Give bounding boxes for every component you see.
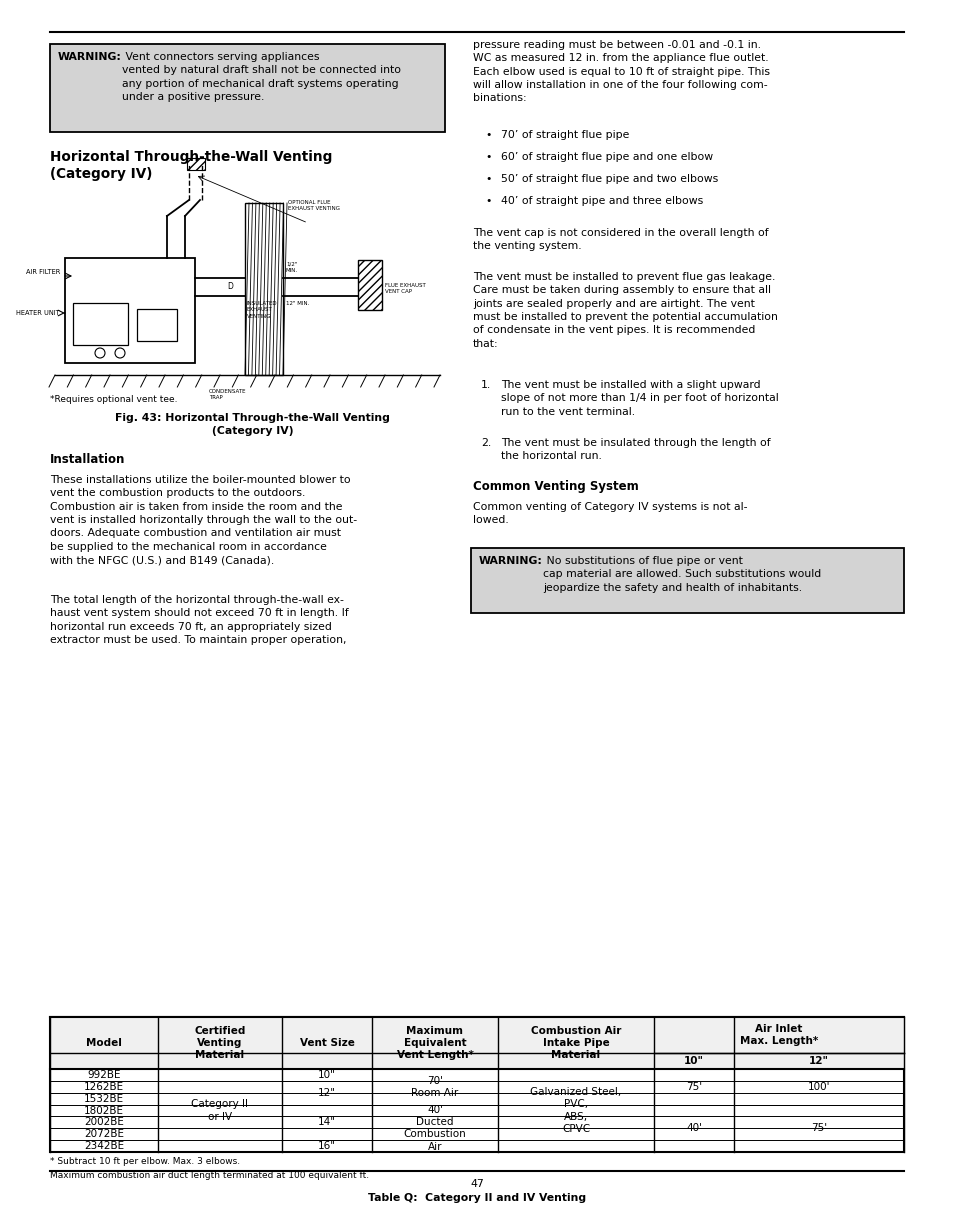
Text: AIR FILTER: AIR FILTER — [26, 269, 60, 275]
Text: INSULATED
EXHAUST
VENTING: INSULATED EXHAUST VENTING — [247, 301, 277, 319]
Text: Common Venting System: Common Venting System — [473, 480, 639, 493]
Text: 10": 10" — [317, 1070, 335, 1080]
Bar — [50, 1017, 903, 1069]
Text: 40': 40' — [685, 1123, 701, 1134]
Text: 14": 14" — [317, 1118, 335, 1128]
Text: •: • — [484, 130, 491, 140]
Text: 1/2"
MIN.: 1/2" MIN. — [286, 261, 297, 272]
Text: D: D — [227, 282, 233, 291]
Bar — [73, 303, 128, 345]
Text: 12" MIN.: 12" MIN. — [286, 301, 309, 306]
Text: 2342BE: 2342BE — [84, 1141, 124, 1151]
Text: pressure reading must be between -0.01 and -0.1 in.
WC as measured 12 in. from t: pressure reading must be between -0.01 a… — [473, 40, 769, 103]
Text: Category II
or IV: Category II or IV — [192, 1099, 248, 1121]
Text: Combustion Air
Intake Pipe
Material: Combustion Air Intake Pipe Material — [530, 1026, 620, 1060]
Text: 1802BE: 1802BE — [84, 1106, 124, 1115]
Text: Horizontal Through-the-Wall Venting
(Category IV): Horizontal Through-the-Wall Venting (Cat… — [50, 150, 332, 182]
Text: The vent must be installed to prevent flue gas leakage.
Care must be taken durin: The vent must be installed to prevent fl… — [473, 272, 777, 348]
Text: Air Inlet
Max. Length*: Air Inlet Max. Length* — [740, 1023, 818, 1047]
Bar — [357, 260, 381, 310]
Text: 1262BE: 1262BE — [84, 1082, 124, 1092]
Bar — [65, 258, 194, 363]
Text: Maximum combustion air duct length terminated at 100 equivalent ft.: Maximum combustion air duct length termi… — [50, 1171, 369, 1180]
Text: 40’ of straight pipe and three elbows: 40’ of straight pipe and three elbows — [500, 196, 702, 206]
Text: Fig. 43: Horizontal Through-the-Wall Venting
(Category IV): Fig. 43: Horizontal Through-the-Wall Ven… — [115, 413, 390, 437]
Bar — [50, 44, 444, 133]
Text: 10": 10" — [683, 1056, 703, 1066]
Text: These installations utilize the boiler-mounted blower to
vent the combustion pro: These installations utilize the boiler-m… — [50, 475, 356, 566]
Text: 12": 12" — [317, 1087, 335, 1098]
Text: 75': 75' — [685, 1082, 701, 1092]
Text: 47: 47 — [470, 1179, 483, 1189]
Text: 75': 75' — [810, 1123, 826, 1134]
Text: 2002BE: 2002BE — [84, 1118, 124, 1128]
Text: 992BE: 992BE — [87, 1070, 121, 1080]
Text: 60’ of straight flue pipe and one elbow: 60’ of straight flue pipe and one elbow — [500, 152, 713, 162]
Text: The vent must be insulated through the length of
the horizontal run.: The vent must be insulated through the l… — [500, 438, 770, 461]
Text: WARNING:: WARNING: — [58, 52, 122, 63]
Text: Common venting of Category IV systems is not al-
lowed.: Common venting of Category IV systems is… — [473, 502, 747, 525]
Text: 70'
Room Air: 70' Room Air — [411, 1076, 458, 1098]
Text: Vent Size: Vent Size — [299, 1038, 355, 1048]
Text: •: • — [484, 196, 491, 206]
Text: OPTIONAL FLUE
EXHAUST VENTING: OPTIONAL FLUE EXHAUST VENTING — [288, 200, 339, 211]
Text: 70’ of straight flue pipe: 70’ of straight flue pipe — [500, 130, 629, 140]
Text: •: • — [484, 152, 491, 162]
Bar — [50, 1017, 903, 1152]
Text: Certified
Venting
Material: Certified Venting Material — [194, 1026, 246, 1060]
Text: 16": 16" — [317, 1141, 335, 1151]
Text: Vent connectors serving appliances
vented by natural draft shall not be connecte: Vent connectors serving appliances vente… — [122, 52, 400, 102]
Bar — [137, 309, 177, 341]
Text: The total length of the horizontal through-the-wall ex-
haust vent system should: The total length of the horizontal throu… — [50, 595, 349, 645]
Text: No substitutions of flue pipe or vent
cap material are allowed. Such substitutio: No substitutions of flue pipe or vent ca… — [542, 556, 821, 593]
Text: Table Q:  Category II and IV Venting: Table Q: Category II and IV Venting — [368, 1193, 585, 1202]
Text: Installation: Installation — [50, 453, 125, 466]
Text: WARNING:: WARNING: — [478, 556, 542, 566]
Text: Model: Model — [86, 1038, 122, 1048]
Text: 1.: 1. — [480, 380, 491, 390]
Text: The vent must be installed with a slight upward
slope of not more than 1/4 in pe: The vent must be installed with a slight… — [500, 380, 778, 417]
Text: 2.: 2. — [480, 438, 491, 448]
Text: 100': 100' — [807, 1082, 829, 1092]
Text: The vent cap is not considered in the overall length of
the venting system.: The vent cap is not considered in the ov… — [473, 228, 768, 252]
Bar — [471, 548, 903, 614]
Text: * Subtract 10 ft per elbow. Max. 3 elbows.: * Subtract 10 ft per elbow. Max. 3 elbow… — [50, 1157, 240, 1166]
Text: Maximum
Equivalent
Vent Length*: Maximum Equivalent Vent Length* — [396, 1026, 473, 1060]
Text: 12": 12" — [808, 1056, 828, 1066]
Bar — [187, 158, 205, 171]
Text: 2072BE: 2072BE — [84, 1129, 124, 1139]
Text: •: • — [484, 174, 491, 184]
Text: 1532BE: 1532BE — [84, 1093, 124, 1103]
Text: 50’ of straight flue pipe and two elbows: 50’ of straight flue pipe and two elbows — [500, 174, 718, 184]
Text: HEATER UNIT: HEATER UNIT — [16, 310, 60, 317]
Text: FLUE EXHAUST
VENT CAP: FLUE EXHAUST VENT CAP — [385, 283, 425, 294]
Text: Galvanized Steel,
PVC,
ABS,
CPVC: Galvanized Steel, PVC, ABS, CPVC — [530, 1087, 621, 1134]
Bar — [245, 202, 283, 375]
Text: CONDENSATE
TRAP: CONDENSATE TRAP — [209, 389, 246, 400]
Text: 40'
Ducted
Combustion
Air: 40' Ducted Combustion Air — [403, 1104, 466, 1152]
Text: *Requires optional vent tee.: *Requires optional vent tee. — [50, 395, 177, 404]
